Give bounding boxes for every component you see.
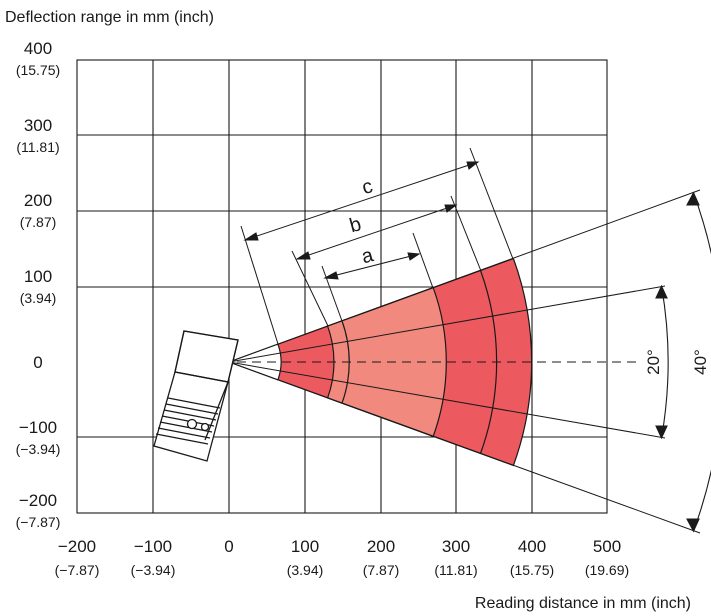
- x-tick-minus100: −100: [134, 537, 172, 556]
- arc-40-arrow-bottom: [686, 518, 700, 533]
- range-label-c: c: [360, 175, 375, 199]
- x-tick-200-inch: (7.87): [363, 562, 400, 578]
- y-tick-minus200: −200: [19, 491, 57, 510]
- dim-b-ext-right: [450, 195, 482, 272]
- dim-b-arrow-right: [444, 204, 458, 213]
- arc-40-degrees: [692, 192, 711, 532]
- range-dimensions: [240, 147, 514, 345]
- scanner-led-2: [200, 422, 210, 432]
- range-label-a: a: [359, 244, 376, 268]
- y-tick-400-inch: (15.75): [16, 62, 60, 78]
- x-tick-500: 500: [593, 537, 621, 556]
- x-tick-0: 0: [224, 537, 233, 556]
- arc-20-degrees: [660, 286, 669, 438]
- x-tick-200: 200: [367, 537, 395, 556]
- arc-20-arrow-top: [655, 284, 668, 299]
- field-zone-middle: [326, 286, 447, 438]
- x-tick-400-inch: (15.75): [510, 562, 554, 578]
- dim-c-arrow-right: [466, 161, 480, 170]
- x-tick-minus200: −200: [58, 537, 96, 556]
- x-tick-400: 400: [518, 537, 546, 556]
- y-tick-100-inch: (3.94): [20, 290, 57, 306]
- dim-a-ext-left: [321, 265, 343, 322]
- y-tick-minus100: −100: [19, 418, 57, 437]
- x-tick-300-inch: (11.81): [434, 562, 477, 578]
- beam-10-upper: [228, 285, 666, 363]
- beam-apex-upper: [228, 343, 279, 363]
- beam-20-lower: [228, 361, 701, 534]
- angle-label-20: 20°: [644, 349, 663, 375]
- y-tick-minus200-inch: (−7.87): [16, 514, 61, 530]
- y-tick-200: 200: [24, 191, 52, 210]
- dim-b-line: [296, 204, 457, 260]
- angle-arcs: [655, 191, 711, 533]
- y-tick-100: 100: [24, 267, 52, 286]
- x-tick-100-inch: (3.94): [287, 562, 324, 578]
- scanner-led-1: [186, 418, 198, 430]
- x-tick-minus200-inch: (−7.87): [55, 562, 100, 578]
- arc-40-arrow-top: [686, 191, 700, 206]
- y-tick-300: 300: [24, 116, 52, 135]
- dim-a-arrow-right: [407, 252, 421, 261]
- dim-c-ext-right: [469, 147, 514, 260]
- angle-label-40: 40°: [691, 349, 710, 375]
- beam-lines: [228, 189, 701, 534]
- beam-apex-lower: [228, 361, 279, 381]
- dim-c-arrow-left: [243, 232, 259, 241]
- x-axis-title: Reading distance in mm (inch): [475, 595, 691, 612]
- x-tick-300: 300: [442, 537, 470, 556]
- dim-b-arrow-left: [295, 251, 311, 260]
- dim-c-ext-left: [240, 225, 279, 345]
- range-label-b: b: [347, 213, 363, 237]
- y-tick-labels: 400 (15.75) 300 (11.81) 200 (7.87) 100 (…: [16, 39, 61, 530]
- x-tick-labels: −200 (−7.87) −100 (−3.94) 0 100 (3.94) 2…: [55, 537, 630, 578]
- x-tick-minus100-inch: (−3.94): [131, 562, 176, 578]
- dim-a-ext-right: [412, 232, 434, 289]
- y-tick-300-inch: (11.81): [16, 139, 59, 155]
- beam-20-upper: [228, 189, 701, 363]
- scanner-device-icon: [153, 330, 239, 462]
- y-tick-minus100-inch: (−3.94): [16, 441, 61, 457]
- y-tick-0: 0: [33, 353, 42, 372]
- dim-b-ext-left: [291, 250, 329, 327]
- dim-c-line: [244, 161, 479, 241]
- dim-a-line: [324, 253, 420, 279]
- x-tick-500-inch: (19.69): [585, 562, 629, 578]
- arc-20-arrow-bottom: [655, 425, 668, 440]
- y-tick-200-inch: (7.87): [20, 214, 57, 230]
- beam-10-lower: [228, 361, 666, 439]
- y-axis-title: Deflection range in mm (inch): [5, 9, 214, 26]
- x-tick-100: 100: [291, 537, 319, 556]
- dim-a-arrow-left: [323, 271, 339, 280]
- y-tick-400: 400: [24, 39, 52, 58]
